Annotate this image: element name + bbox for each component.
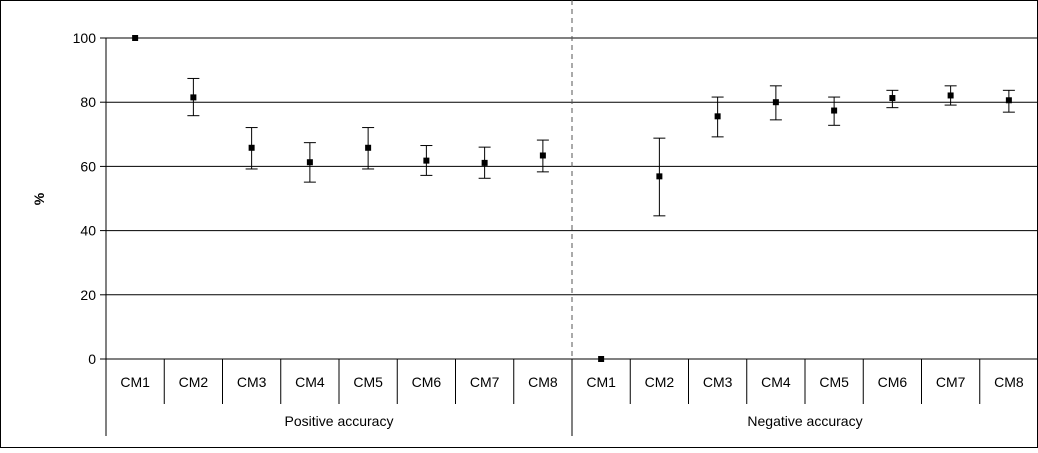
data-point [423, 157, 430, 164]
y-tick-label: 20 [80, 287, 96, 303]
x-tick-label: CM8 [994, 374, 1024, 390]
x-tick-label: CM8 [528, 374, 558, 390]
x-tick-label: CM6 [412, 374, 442, 390]
x-tick-label: CM4 [761, 374, 791, 390]
x-tick-label: CM3 [237, 374, 267, 390]
group-label: Negative accuracy [747, 413, 862, 429]
y-tick-label: 100 [73, 30, 97, 46]
axis-labels: % 0 20 40 60 80 100 CM1 CM2 CM3 CM4 CM5 CM6 CM7 CM8 CM… [31, 30, 1024, 429]
group-label: Positive accuracy [285, 413, 394, 429]
x-tick-label: CM4 [295, 374, 325, 390]
data-point [190, 94, 197, 101]
x-tick-label: CM6 [878, 374, 908, 390]
data-point [248, 144, 255, 151]
data-point [947, 92, 954, 99]
data-point [714, 113, 721, 120]
x-tick-label: CM7 [470, 374, 500, 390]
x-tick-label: CM5 [819, 374, 849, 390]
data-point [656, 173, 663, 180]
data-point [1005, 97, 1012, 104]
x-tick-label: CM1 [120, 374, 150, 390]
y-tick-label: 0 [88, 351, 96, 367]
data-point [365, 144, 372, 151]
data-point [889, 95, 896, 102]
data-point [831, 107, 838, 114]
data-marks [132, 35, 1015, 362]
data-point [481, 159, 488, 166]
y-axis-label: % [31, 192, 47, 205]
x-tick-label: CM5 [353, 374, 383, 390]
data-point [539, 152, 546, 159]
x-tick-label: CM1 [586, 374, 616, 390]
y-tick-label: 80 [80, 94, 96, 110]
x-tick-label: CM7 [936, 374, 966, 390]
x-tick-label: CM3 [703, 374, 733, 390]
data-point [306, 159, 313, 166]
y-tick-label: 60 [80, 158, 96, 174]
data-point [772, 99, 779, 106]
x-tick-label: CM2 [179, 374, 209, 390]
axes [100, 0, 1038, 436]
data-point [132, 35, 139, 41]
x-tick-label: CM2 [645, 374, 675, 390]
y-tick-label: 40 [80, 223, 96, 239]
data-point [598, 356, 605, 362]
